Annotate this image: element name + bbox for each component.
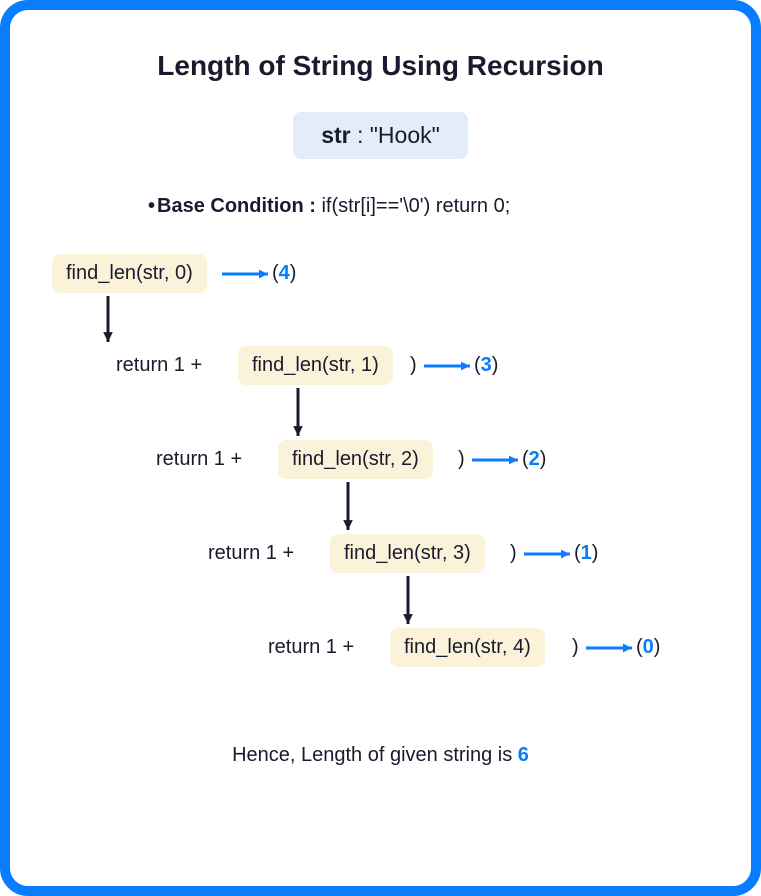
recursion-call-box: find_len(str, 1) — [238, 346, 393, 385]
base-condition-code: if(str[i]=='\0') return 0; — [321, 195, 510, 217]
call-result-value: (2) — [522, 448, 546, 471]
input-string-badge: str : "Hook" — [293, 112, 468, 159]
str-label: str — [321, 122, 350, 148]
result-arrow-icon — [210, 262, 280, 286]
recursion-down-arrow-icon — [96, 284, 120, 354]
bullet-icon: • — [148, 195, 155, 217]
return-prefix: return 1 + — [268, 636, 354, 659]
return-prefix: return 1 + — [116, 354, 202, 377]
conclusion-value: 6 — [518, 744, 529, 766]
recursion-diagram: find_len(str, 0) (4) find_len(str, 1) retur… — [38, 254, 723, 734]
base-condition-line: •Base Condition : if(str[i]=='\0') retur… — [148, 195, 723, 218]
call-result-value: (3) — [474, 354, 498, 377]
conclusion-line: Hence, Length of given string is 6 — [38, 744, 723, 767]
conclusion-prefix: Hence, Length of given string is — [232, 744, 518, 766]
recursion-down-arrow-icon — [336, 470, 360, 542]
recursion-call-box: find_len(str, 4) — [390, 628, 545, 667]
str-value: "Hook" — [370, 122, 440, 148]
result-arrow-icon — [512, 542, 582, 566]
recursion-down-arrow-icon — [286, 376, 310, 448]
return-prefix: return 1 + — [156, 448, 242, 471]
result-arrow-icon — [412, 354, 482, 378]
diagram-frame: Length of String Using Recursion str : "… — [0, 0, 761, 896]
page-title: Length of String Using Recursion — [38, 50, 723, 82]
return-prefix: return 1 + — [208, 542, 294, 565]
base-condition-label: Base Condition : — [157, 195, 321, 217]
call-result-value: (1) — [574, 542, 598, 565]
call-result-value: (4) — [272, 262, 296, 285]
recursion-down-arrow-icon — [396, 564, 420, 636]
str-separator: : — [351, 122, 370, 148]
result-arrow-icon — [574, 636, 644, 660]
call-result-value: (0) — [636, 636, 660, 659]
recursion-call-box: find_len(str, 0) — [52, 254, 207, 293]
result-arrow-icon — [460, 448, 530, 472]
